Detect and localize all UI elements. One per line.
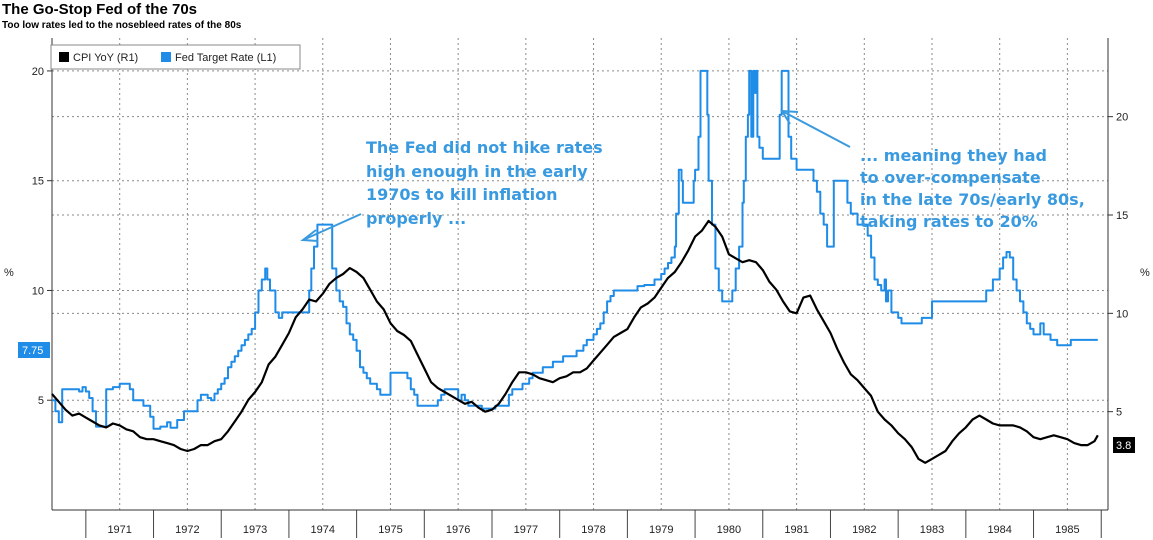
labels: 1971 1972 1973 1974 1975 1976 1977 1978 1979 1980… bbox=[32, 66, 1129, 536]
fed-last-value: 7.75 bbox=[22, 345, 43, 357]
legend: CPI YoY (R1) Fed Target Rate (L1) bbox=[50, 44, 301, 70]
series-line-cpi-yoy bbox=[51, 219, 1099, 464]
last-value-tags: 7.75 3.8 bbox=[18, 342, 1135, 453]
legend-swatch-cpi bbox=[59, 52, 69, 62]
annotation-right-line-1: ... meaning they had bbox=[860, 146, 1047, 165]
right-unit-label: % bbox=[1140, 267, 1150, 279]
y-right-tick-label-10: 10 bbox=[1116, 308, 1128, 320]
x-tick-label-1973: 1973 bbox=[243, 524, 267, 536]
annotation-right-arrow bbox=[780, 109, 851, 148]
x-tick-label-1976: 1976 bbox=[446, 524, 470, 536]
annotation-left-line-2: high enough in the early bbox=[366, 162, 588, 181]
x-tick-label-1981: 1981 bbox=[784, 524, 808, 536]
chart-subtitle: Too low rates led to the nosebleed rates… bbox=[2, 20, 242, 31]
x-tick-label-1980: 1980 bbox=[717, 524, 741, 536]
annotation-left-line-4: properly ... bbox=[366, 209, 466, 228]
series-line-fed-target-rate bbox=[52, 69, 1098, 430]
x-tick-label-1984: 1984 bbox=[987, 524, 1011, 536]
annotations: The Fed did not hike rates high enough i… bbox=[300, 109, 1090, 242]
fed-last-value-tag bbox=[18, 342, 50, 358]
annotation-right-line-2: to over-compensate bbox=[860, 168, 1041, 187]
annotation-right-line-3: in the late 70s/early 80s, bbox=[860, 190, 1085, 209]
cpi-last-value: 3.8 bbox=[1116, 440, 1131, 452]
x-tick-label-1985: 1985 bbox=[1055, 524, 1079, 536]
legend-label-fed: Fed Target Rate (L1) bbox=[175, 52, 276, 64]
legend-swatch-fed bbox=[161, 52, 171, 62]
y-left-tick-label-15: 15 bbox=[32, 176, 44, 188]
x-tick-label-1977: 1977 bbox=[514, 524, 538, 536]
x-tick-label-1971: 1971 bbox=[107, 524, 131, 536]
y-right-tick-label-5: 5 bbox=[1116, 407, 1122, 419]
series bbox=[51, 69, 1099, 464]
annotation-left-line-3: 1970s to kill inflation bbox=[366, 185, 558, 204]
y-right-tick-label-15: 15 bbox=[1116, 210, 1128, 222]
annotation-left-arrow bbox=[300, 213, 362, 242]
x-tick-label-1979: 1979 bbox=[649, 524, 673, 536]
annotation-left-line-1: The Fed did not hike rates bbox=[366, 138, 603, 157]
annotation-right-line-4: taking rates to 20% bbox=[860, 212, 1038, 231]
annotation-left: The Fed did not hike rates high enough i… bbox=[366, 138, 608, 228]
x-tick-label-1974: 1974 bbox=[311, 524, 335, 536]
y-left-tick-label-20: 20 bbox=[32, 66, 44, 78]
y-left-tick-label-10: 10 bbox=[32, 285, 44, 297]
x-tick-label-1972: 1972 bbox=[175, 524, 199, 536]
x-tick-label-1975: 1975 bbox=[378, 524, 402, 536]
legend-label-cpi: CPI YoY (R1) bbox=[73, 52, 138, 64]
axes bbox=[47, 38, 1113, 538]
x-tick-label-1983: 1983 bbox=[920, 524, 944, 536]
y-right-tick-label-20: 20 bbox=[1116, 112, 1128, 124]
y-left-tick-label-5: 5 bbox=[38, 395, 44, 407]
grid bbox=[52, 38, 1108, 510]
x-tick-label-1978: 1978 bbox=[581, 524, 605, 536]
cpi-last-value-tag bbox=[1113, 437, 1135, 453]
unit-labels: % % bbox=[4, 267, 1150, 279]
left-unit-label: % bbox=[4, 267, 14, 279]
chart-title: The Go-Stop Fed of the 70s bbox=[2, 1, 198, 18]
annotation-right: ... meaning they had to over-compensate … bbox=[860, 146, 1090, 231]
x-tick-label-1982: 1982 bbox=[852, 524, 876, 536]
